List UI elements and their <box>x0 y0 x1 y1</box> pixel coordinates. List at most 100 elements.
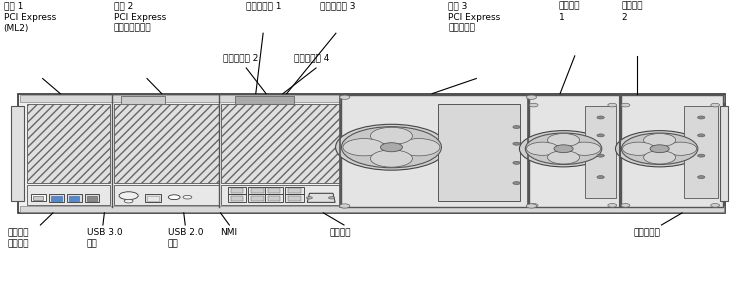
Circle shape <box>529 204 538 207</box>
Bar <box>20 95 724 102</box>
Bar <box>231 188 243 193</box>
Bar <box>720 106 728 201</box>
Bar <box>438 104 520 201</box>
Text: 以太网接口 4: 以太网接口 4 <box>294 53 329 62</box>
Bar <box>248 194 267 202</box>
Polygon shape <box>307 193 335 202</box>
Text: 电源线接口: 电源线接口 <box>634 228 661 237</box>
Bar <box>235 96 294 104</box>
Bar <box>268 196 280 201</box>
Bar <box>145 194 161 202</box>
Bar <box>147 196 159 201</box>
Bar <box>114 104 219 183</box>
Circle shape <box>711 103 720 107</box>
Circle shape <box>548 151 580 164</box>
Bar <box>20 206 724 212</box>
Bar <box>251 188 264 193</box>
Text: 以太网接口 3: 以太网接口 3 <box>320 2 355 11</box>
Bar <box>31 194 46 201</box>
Text: 插槽 1
PCI Express
(ML2): 插槽 1 PCI Express (ML2) <box>4 2 56 33</box>
Circle shape <box>340 204 350 208</box>
Bar <box>51 196 62 201</box>
Text: 系统管理
（专用）: 系统管理 （专用） <box>7 228 29 248</box>
Circle shape <box>329 197 334 199</box>
Bar <box>585 106 616 198</box>
Circle shape <box>644 133 675 147</box>
Text: 插槽 2
PCI Express
（全高半长型）: 插槽 2 PCI Express （全高半长型） <box>114 2 166 33</box>
Circle shape <box>621 103 630 107</box>
Circle shape <box>513 142 520 145</box>
Bar <box>265 187 283 194</box>
Bar <box>33 196 43 200</box>
Circle shape <box>698 176 705 179</box>
Circle shape <box>650 145 669 153</box>
Text: 插槽 3
PCI Express
（半高型）: 插槽 3 PCI Express （半高型） <box>448 2 501 33</box>
Circle shape <box>343 139 385 156</box>
Text: 视频接口: 视频接口 <box>329 228 351 237</box>
Bar <box>228 187 246 194</box>
Bar <box>220 185 340 205</box>
Text: 电源模块
1: 电源模块 1 <box>559 2 580 22</box>
Circle shape <box>644 151 675 164</box>
Bar <box>265 194 283 202</box>
Circle shape <box>526 133 602 165</box>
Circle shape <box>336 124 448 170</box>
Bar <box>228 194 246 202</box>
Text: 以太网接口 1: 以太网接口 1 <box>246 2 282 11</box>
Circle shape <box>608 103 617 107</box>
Bar <box>248 187 267 194</box>
Circle shape <box>698 134 705 137</box>
Bar <box>121 96 165 104</box>
Circle shape <box>306 197 312 199</box>
Bar <box>285 194 304 202</box>
Circle shape <box>340 95 350 99</box>
Circle shape <box>664 142 697 155</box>
Circle shape <box>597 134 604 137</box>
Bar <box>27 185 110 205</box>
Bar <box>621 95 723 207</box>
Circle shape <box>698 116 705 119</box>
Bar <box>268 188 280 193</box>
Text: 以太网接口 2: 以太网接口 2 <box>223 53 258 62</box>
Bar <box>529 95 620 207</box>
Circle shape <box>370 127 412 145</box>
Bar <box>288 188 301 193</box>
Circle shape <box>711 204 720 207</box>
Circle shape <box>623 142 655 155</box>
Circle shape <box>615 130 703 167</box>
Circle shape <box>621 133 698 165</box>
Circle shape <box>526 142 559 155</box>
Bar <box>87 196 97 201</box>
Circle shape <box>597 176 604 179</box>
Bar <box>684 106 718 198</box>
Bar <box>285 187 304 194</box>
Circle shape <box>621 204 630 207</box>
Circle shape <box>342 127 442 168</box>
Bar <box>69 196 79 201</box>
Circle shape <box>597 154 604 157</box>
Circle shape <box>548 133 580 147</box>
Circle shape <box>698 154 705 157</box>
Bar <box>114 185 219 205</box>
Bar <box>341 95 528 207</box>
Circle shape <box>168 195 180 200</box>
Text: USB 3.0
接口: USB 3.0 接口 <box>87 228 122 248</box>
Circle shape <box>398 139 440 156</box>
Circle shape <box>513 182 520 185</box>
Bar <box>220 104 340 183</box>
Text: NMI: NMI <box>220 228 237 237</box>
Circle shape <box>597 116 604 119</box>
Circle shape <box>370 150 412 167</box>
Circle shape <box>568 142 600 155</box>
Bar <box>251 196 264 201</box>
Circle shape <box>119 192 138 200</box>
Circle shape <box>381 143 403 152</box>
Bar <box>11 106 24 201</box>
Circle shape <box>124 199 133 203</box>
Circle shape <box>520 130 608 167</box>
Bar <box>49 194 64 202</box>
Circle shape <box>183 195 192 199</box>
Text: 电源模块
2: 电源模块 2 <box>621 2 642 22</box>
Bar <box>67 194 82 202</box>
Text: USB 2.0
接口: USB 2.0 接口 <box>168 228 203 248</box>
